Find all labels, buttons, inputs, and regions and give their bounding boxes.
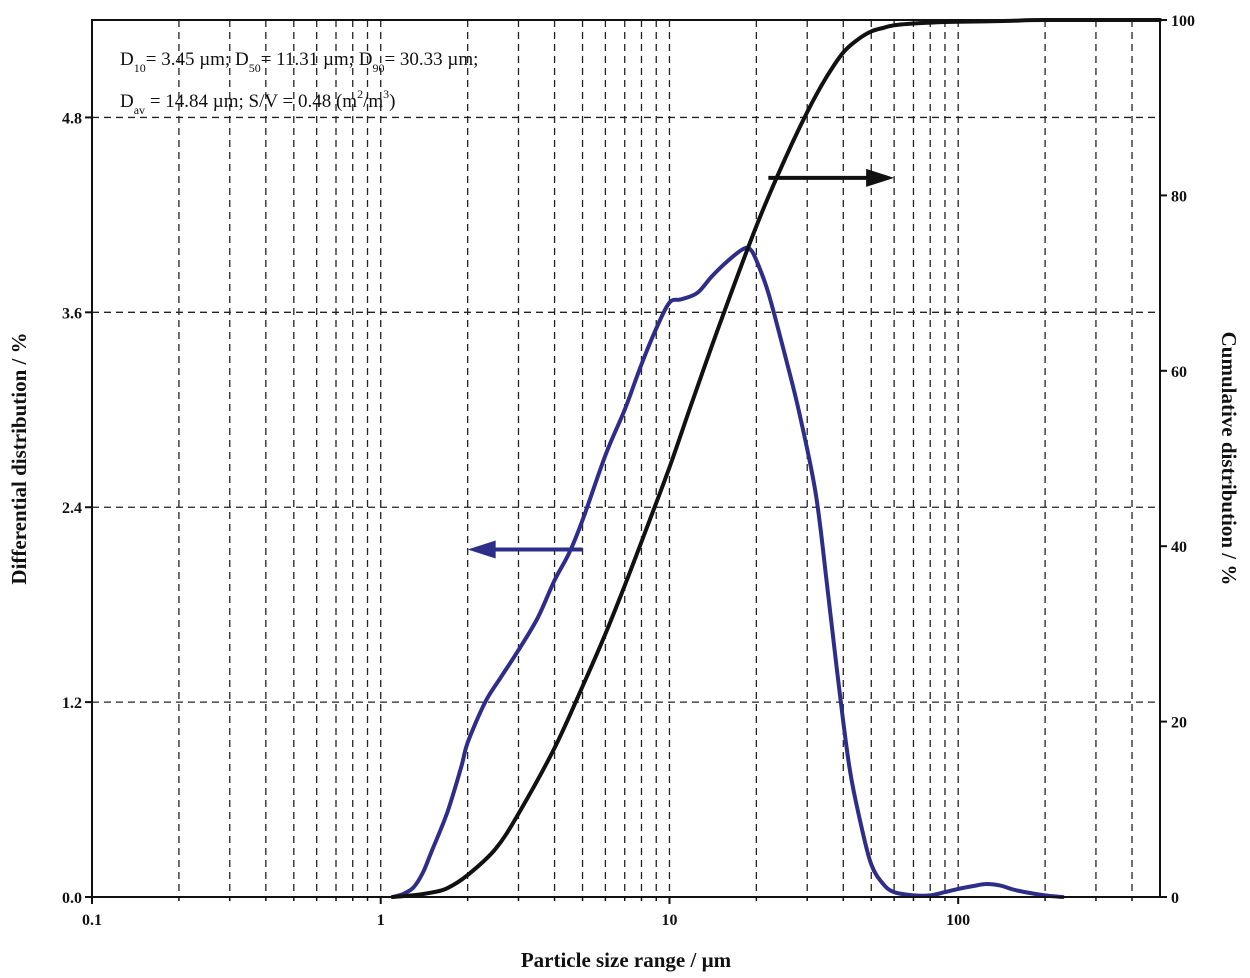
arrow-head <box>866 168 895 187</box>
arrow-left <box>467 540 583 559</box>
series-layer <box>390 17 1162 899</box>
annotation-line2: Dav = 14.84 µm; S/V = 0.48 (m2/m3) <box>120 87 395 117</box>
x-tick-label: 1 <box>377 912 385 929</box>
annotation-segment: 50 <box>249 61 261 75</box>
y-axis-left-title: Differential distribution / % <box>7 332 31 584</box>
y-right-tick-label: 40 <box>1171 539 1187 556</box>
y-left-tick-label: 2.4 <box>62 500 82 517</box>
differential-distribution-line <box>390 245 1065 899</box>
annotation-segment: ) <box>389 91 395 112</box>
x-axis-title: Particle size range / µm <box>521 948 732 972</box>
annotation-segment: 10 <box>134 61 146 75</box>
annotation-segment: 90 <box>372 61 384 75</box>
grid-layer <box>92 20 1160 897</box>
cumulative-distribution-line <box>390 17 1162 899</box>
annotation-segment: = 11.31 µm; D <box>261 49 373 70</box>
y-right-tick-label: 0 <box>1171 890 1179 907</box>
annotation-segment: 3 <box>383 87 389 101</box>
y-right-tick-label: 100 <box>1171 13 1195 30</box>
arrow-layer <box>467 168 895 559</box>
annotation-segment: D <box>120 49 134 70</box>
y-left-tick-label: 0.0 <box>62 890 82 907</box>
annotation-segment: D <box>120 91 134 112</box>
y-left-tick-label: 4.8 <box>62 110 82 127</box>
annotation-segment: = 14.84 µm; S/V = 0.48 (m <box>145 91 357 112</box>
x-tick-label: 10 <box>661 912 677 929</box>
annotation-segment: /m <box>363 91 383 112</box>
arrow-right <box>768 168 895 187</box>
y-axis-right-title: Cumulative distribution / % <box>1217 332 1241 586</box>
y-left-tick-label: 1.2 <box>62 695 82 712</box>
y-right-tick-label: 60 <box>1171 364 1187 381</box>
annotation-segment: av <box>134 103 145 117</box>
label-layer: Particle size range / µm Differential di… <box>7 332 1241 972</box>
annotation-segment: = 30.33 µm; <box>384 49 478 70</box>
x-tick-label: 100 <box>946 912 970 929</box>
plot-frame <box>91 19 1161 898</box>
y-right-tick-label: 80 <box>1171 188 1187 205</box>
tick-layer: 0.1 1 10 100 0.0 1.2 2.4 3.6 4.8 0 20 40 60 80 100 <box>62 13 1195 929</box>
arrow-head <box>467 540 496 559</box>
annotation-segment: 2 <box>357 87 363 101</box>
annotation-line1: D10= 3.45 µm; D50= 11.31 µm; D90= 30.33 … <box>120 49 478 75</box>
y-right-tick-label: 20 <box>1171 715 1187 732</box>
y-left-tick-label: 3.6 <box>62 305 82 322</box>
annotation-segment: = 3.45 µm; D <box>146 49 249 70</box>
stats-annotation: D10= 3.45 µm; D50= 11.31 µm; D90= 30.33 … <box>120 49 478 117</box>
x-tick-label: 0.1 <box>82 912 102 929</box>
